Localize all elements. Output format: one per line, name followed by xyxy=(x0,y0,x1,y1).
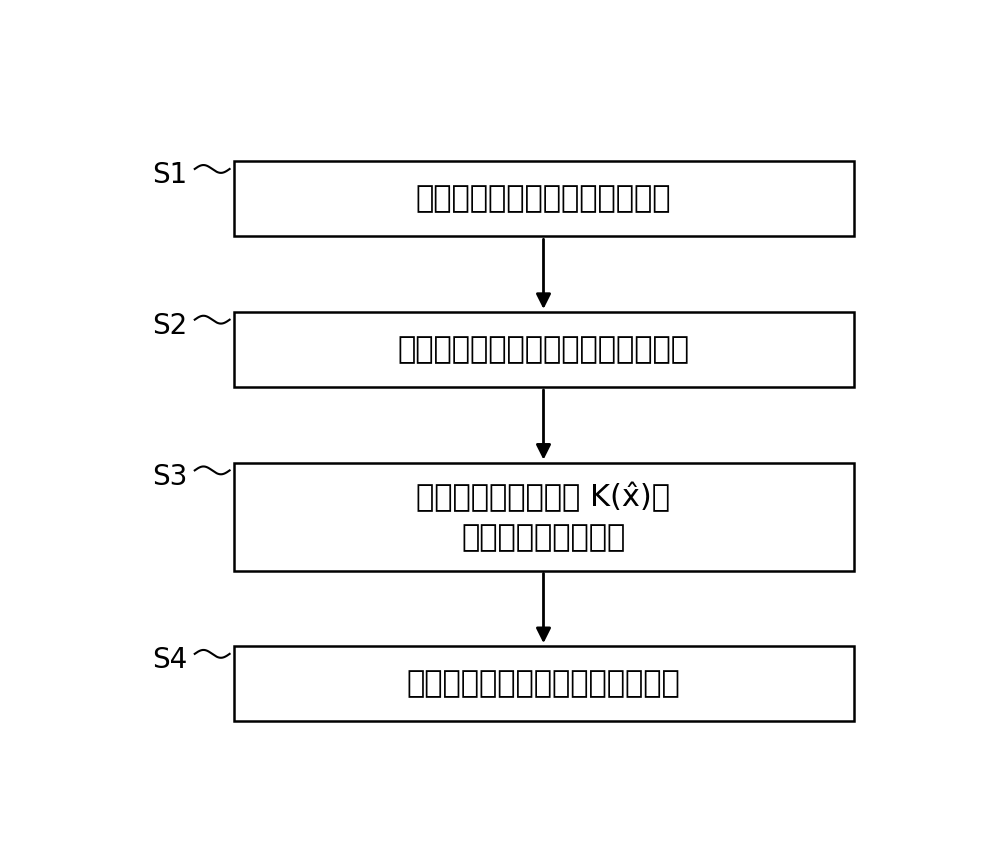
Text: 接收测量数据，进行工具面角估计: 接收测量数据，进行工具面角估计 xyxy=(407,669,680,698)
Text: 构造状态观测器，获得估计误差系统: 构造状态观测器，获得估计误差系统 xyxy=(398,335,690,364)
Text: S3: S3 xyxy=(152,463,188,490)
Text: S2: S2 xyxy=(152,311,187,340)
Text: 完成状态观测器设计: 完成状态观测器设计 xyxy=(461,523,626,552)
Bar xyxy=(234,646,854,722)
Text: S1: S1 xyxy=(152,161,187,189)
Bar xyxy=(234,463,854,571)
Bar xyxy=(234,161,854,237)
Bar xyxy=(234,311,854,387)
Text: 建立工具面角控制系统数学模型: 建立工具面角控制系统数学模型 xyxy=(416,185,671,214)
Text: 求解状态观测器参数 K(x̂)，: 求解状态观测器参数 K(x̂)， xyxy=(416,482,670,512)
Text: S4: S4 xyxy=(152,646,187,674)
